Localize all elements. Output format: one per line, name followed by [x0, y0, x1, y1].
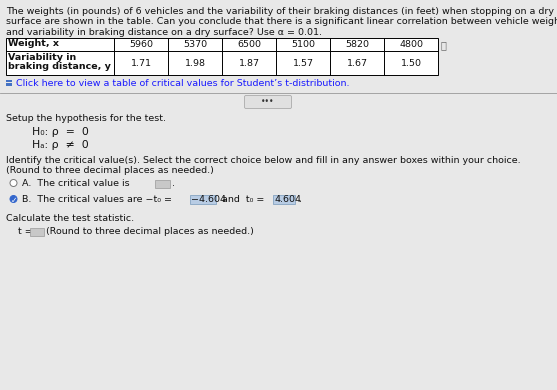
Bar	[6, 80, 9, 82]
Text: (Round to three decimal places as needed.): (Round to three decimal places as needed…	[46, 227, 254, 236]
Text: 5820: 5820	[345, 40, 369, 49]
Text: ✓: ✓	[11, 195, 17, 204]
Circle shape	[10, 195, 17, 202]
Text: 1.57: 1.57	[292, 58, 314, 67]
Text: Hₐ: ρ  ≠  0: Hₐ: ρ ≠ 0	[32, 140, 89, 150]
Bar	[6, 83, 9, 85]
Text: 6500: 6500	[237, 40, 261, 49]
Text: 4.604: 4.604	[274, 195, 301, 204]
Text: and variability in braking distance on a dry surface? Use α = 0.01.: and variability in braking distance on a…	[6, 28, 322, 37]
Text: A.  The critical value is: A. The critical value is	[22, 179, 130, 188]
Text: Click here to view a table of critical values for Student’s t-distribution.: Click here to view a table of critical v…	[16, 80, 349, 89]
Text: Identify the critical value(s). Select the correct choice below and fill in any : Identify the critical value(s). Select t…	[6, 156, 521, 165]
Text: 1.98: 1.98	[184, 58, 206, 67]
Bar	[9, 80, 12, 82]
Text: surface are shown in the table. Can you conclude that there is a significant lin: surface are shown in the table. Can you …	[6, 18, 557, 27]
Text: 1.71: 1.71	[130, 58, 152, 67]
FancyBboxPatch shape	[245, 96, 291, 108]
Text: 1.87: 1.87	[238, 58, 260, 67]
Bar	[155, 180, 170, 188]
Text: 1.67: 1.67	[346, 58, 368, 67]
Text: .: .	[172, 179, 175, 188]
Bar	[6, 38, 438, 75]
Text: braking distance, y: braking distance, y	[8, 62, 111, 71]
Text: .: .	[296, 195, 302, 204]
Text: 5370: 5370	[183, 40, 207, 49]
Text: ⧉: ⧉	[441, 40, 447, 50]
Bar	[273, 195, 295, 204]
Bar	[9, 83, 12, 85]
Text: (Round to three decimal places as needed.): (Round to three decimal places as needed…	[6, 166, 214, 175]
Text: Calculate the test statistic.: Calculate the test statistic.	[6, 214, 134, 223]
Text: t =: t =	[18, 227, 33, 236]
Text: The weights (in pounds) of 6 vehicles and the variability of their braking dista: The weights (in pounds) of 6 vehicles an…	[6, 7, 554, 16]
Text: •••: •••	[261, 98, 275, 106]
Text: 4800: 4800	[399, 40, 423, 49]
Text: H₀: ρ  =  0: H₀: ρ = 0	[32, 127, 89, 137]
Bar	[190, 195, 216, 204]
Text: Weight, x: Weight, x	[8, 39, 59, 48]
Text: B.  The critical values are −t₀ =: B. The critical values are −t₀ =	[22, 195, 175, 204]
Text: 5100: 5100	[291, 40, 315, 49]
Text: Variability in: Variability in	[8, 53, 76, 62]
Bar	[30, 228, 44, 236]
Text: Setup the hypothesis for the test.: Setup the hypothesis for the test.	[6, 114, 166, 123]
Text: 5960: 5960	[129, 40, 153, 49]
Text: −4.604: −4.604	[190, 195, 226, 204]
Text: 1.50: 1.50	[400, 58, 422, 67]
Text: and  t₀ =: and t₀ =	[216, 195, 267, 204]
Circle shape	[10, 179, 17, 186]
